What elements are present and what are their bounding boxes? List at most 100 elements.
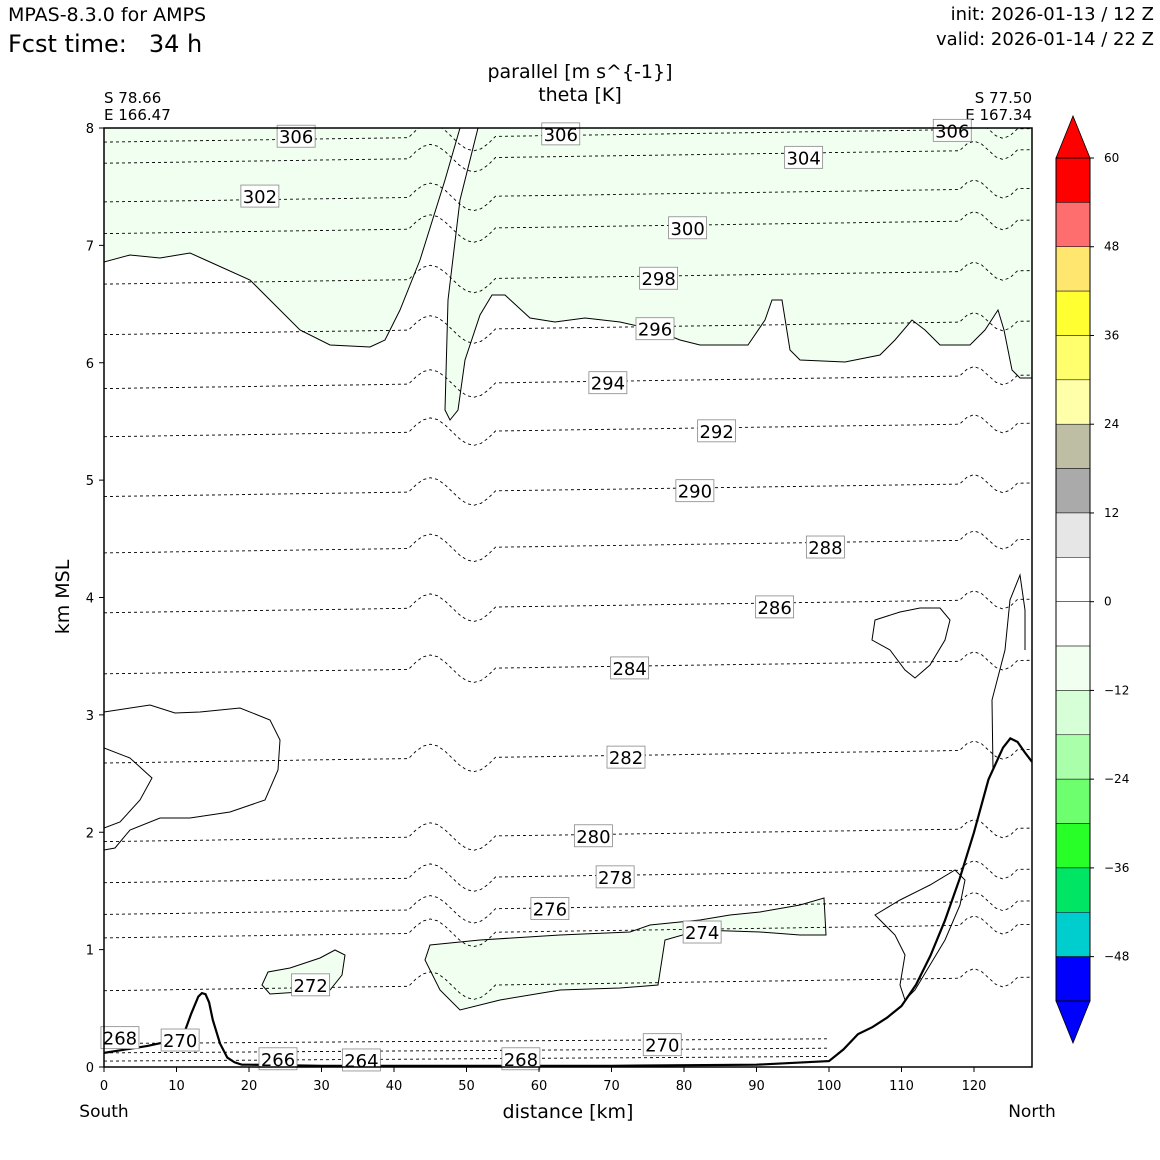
colorbar-under-arrow <box>1055 1000 1091 1045</box>
svg-text:280: 280 <box>576 827 610 848</box>
colorbar-band <box>1055 912 1091 957</box>
right-mid-contour <box>871 607 951 679</box>
colorbar-tick-label: −36 <box>1104 861 1129 875</box>
theta-contour-line <box>104 211 1032 243</box>
x-tick-label: 0 <box>100 1079 108 1094</box>
svg-text:278: 278 <box>598 868 632 889</box>
y-tick-label: 7 <box>86 239 94 254</box>
y-axis-label: km MSL <box>52 559 74 634</box>
x-tick-label: 10 <box>168 1079 185 1094</box>
theta-contour-line <box>104 128 1032 152</box>
svg-text:284: 284 <box>612 659 646 680</box>
theta-contour-line <box>104 414 1032 446</box>
theta-label: 306 <box>276 124 316 148</box>
x-tick-label: 20 <box>241 1079 258 1094</box>
theta-contour-line <box>104 740 1032 773</box>
x-tick-label: 70 <box>603 1079 620 1094</box>
theta-label: 276 <box>530 897 570 921</box>
svg-text:270: 270 <box>645 1036 679 1057</box>
svg-text:300: 300 <box>670 219 704 240</box>
y-tick-label: 5 <box>86 474 94 489</box>
theta-label: 288 <box>805 535 845 559</box>
colorbar-band <box>1055 335 1091 381</box>
theta-contour-line <box>104 819 1032 851</box>
theta-label: 272 <box>291 973 331 997</box>
theta-label: 302 <box>240 184 280 208</box>
svg-text:266: 266 <box>261 1050 295 1071</box>
theta-contour-line <box>104 915 1032 948</box>
svg-text:268: 268 <box>103 1029 137 1050</box>
left-contour-2 <box>104 747 153 829</box>
wind-zero-contours <box>104 573 1026 1001</box>
theta-contour-line <box>104 530 1032 563</box>
svg-text:292: 292 <box>699 422 733 443</box>
theta-label: 274 <box>682 920 722 944</box>
colorbar-tick-label: 24 <box>1104 417 1119 431</box>
colorbar-tick-label: 36 <box>1104 328 1119 342</box>
y-tick-label: 1 <box>86 944 94 959</box>
svg-text:306: 306 <box>279 127 313 148</box>
x-tick-label: 40 <box>386 1079 403 1094</box>
upper-shaded-region-2 <box>444 128 1032 421</box>
right-end-lon: E 167.34 <box>965 106 1032 124</box>
theta-contour-line <box>104 1047 830 1054</box>
south-label: South <box>79 1102 128 1122</box>
colorbar-band <box>1055 601 1091 647</box>
colorbar: 60 48 36 24 12 0 −12 −24 −36 −48 <box>1055 114 1129 1045</box>
x-axis-label: distance [km] <box>503 1101 634 1123</box>
y-axis-ticks: 0 1 2 3 4 5 6 7 8 <box>86 122 104 1076</box>
colorbar-tick-label: 48 <box>1104 240 1119 254</box>
theta-label: 304 <box>784 145 824 169</box>
forecast-time: Fcst time: 34 h <box>8 30 202 58</box>
colorbar-band <box>1055 246 1091 292</box>
y-tick-label: 0 <box>86 1061 94 1076</box>
svg-text:268: 268 <box>504 1050 538 1071</box>
north-label: North <box>1008 1102 1056 1122</box>
theta-label: 264 <box>341 1048 381 1072</box>
lower-shaded-region <box>424 897 827 1011</box>
theta-label: 268 <box>501 1047 541 1071</box>
colorbar-band <box>1055 557 1091 602</box>
theta-contour-line <box>104 474 1032 506</box>
theta-label: 306 <box>541 122 581 146</box>
svg-text:298: 298 <box>641 269 675 290</box>
colorbar-band <box>1055 690 1091 736</box>
colorbar-tick-label: 60 <box>1104 151 1119 165</box>
theta-contour-line <box>104 651 1032 683</box>
colorbar-band <box>1055 202 1091 247</box>
x-tick-label: 90 <box>748 1079 765 1094</box>
colorbar-tick-label: −24 <box>1104 772 1129 786</box>
x-tick-label: 60 <box>531 1079 548 1094</box>
theta-label: 266 <box>258 1047 298 1071</box>
terrain-outline <box>104 737 1032 1067</box>
theta-contour-line <box>104 860 1032 892</box>
colorbar-band <box>1055 645 1091 691</box>
theta-contour-line <box>104 140 1032 173</box>
x-tick-label: 50 <box>458 1079 475 1094</box>
theta-label: 298 <box>639 266 679 290</box>
theta-label: 270 <box>160 1028 200 1052</box>
x-tick-label: 30 <box>313 1079 330 1094</box>
forecast-time-value: 34 h <box>148 30 203 58</box>
y-tick-label: 8 <box>86 122 94 137</box>
svg-text:296: 296 <box>638 320 672 341</box>
theta-label: 278 <box>595 865 635 889</box>
colorbar-over-arrow <box>1055 114 1091 159</box>
model-title: MPAS-8.3.0 for AMPS <box>8 4 207 26</box>
chart-title-line2: theta [K] <box>538 84 622 106</box>
theta-contour-line <box>104 366 1032 398</box>
theta-contour-line <box>104 179 1032 212</box>
theta-label: 296 <box>635 317 675 341</box>
svg-text:306: 306 <box>544 125 578 146</box>
theta-label: 300 <box>668 216 708 240</box>
x-tick-label: 120 <box>962 1079 987 1094</box>
colorbar-band <box>1055 157 1091 203</box>
right-lower-contour <box>874 869 966 1001</box>
svg-text:270: 270 <box>163 1031 197 1052</box>
colorbar-band <box>1055 468 1091 514</box>
colorbar-band <box>1055 778 1091 824</box>
theta-label: 280 <box>573 824 613 848</box>
theta-contour-line <box>104 891 1032 924</box>
colorbar-tick-label: 12 <box>1104 506 1119 520</box>
svg-text:274: 274 <box>685 923 719 944</box>
